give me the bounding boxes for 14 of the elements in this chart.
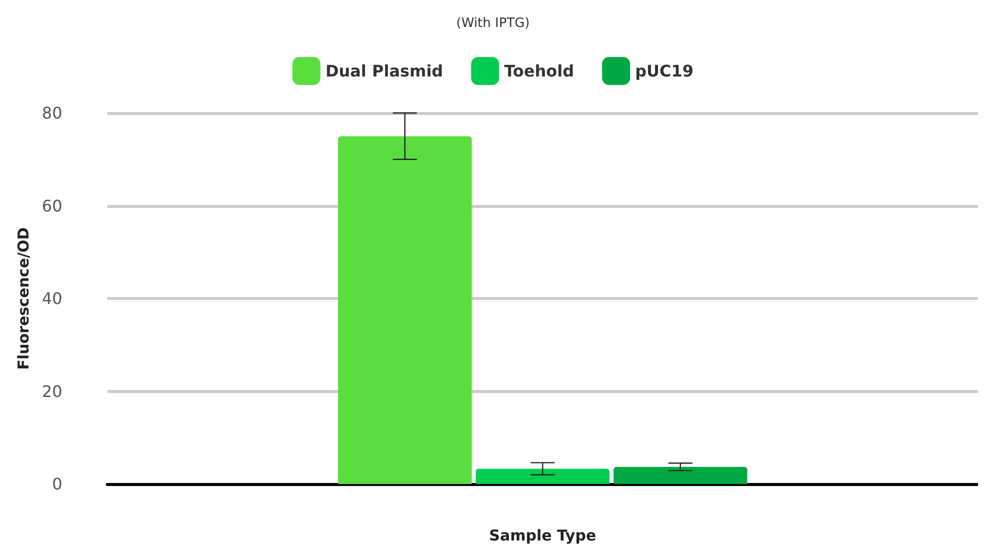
y-tick-label: 20 xyxy=(42,382,62,401)
y-tick-label: 40 xyxy=(42,289,62,308)
legend-label: pUC19 xyxy=(635,62,694,80)
bar xyxy=(614,466,748,484)
bar xyxy=(476,468,610,484)
chart-subtitle: (With IPTG) xyxy=(456,16,530,31)
y-axis-title: Fluorescence/OD xyxy=(14,227,32,370)
x-axis-title: Sample Type xyxy=(489,526,596,544)
y-tick-label: 0 xyxy=(52,474,62,494)
legend-label: Dual Plasmid xyxy=(325,62,444,80)
y-tick-label: 60 xyxy=(42,196,62,216)
legend-label: Toehold xyxy=(504,62,574,80)
bar xyxy=(338,136,472,484)
y-tick-label: 80 xyxy=(42,104,62,122)
